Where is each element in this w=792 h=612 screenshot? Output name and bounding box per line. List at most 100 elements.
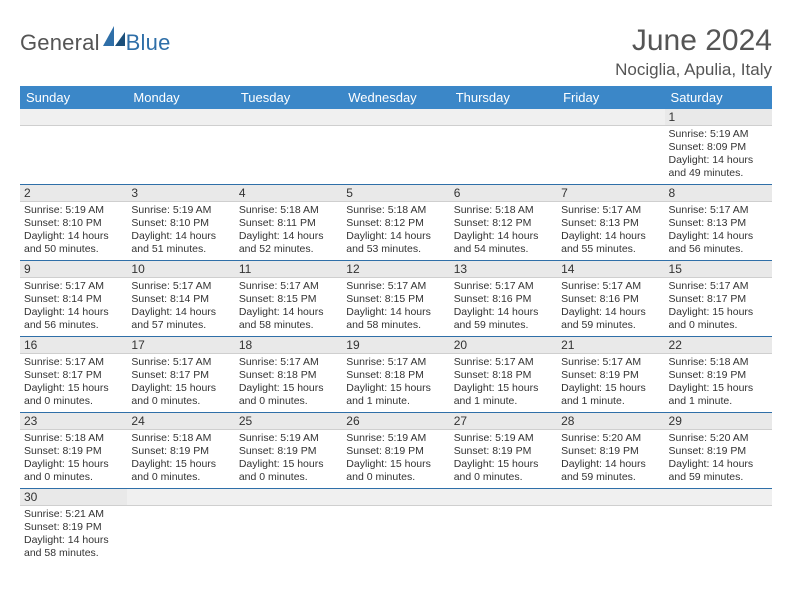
sunset-text: Sunset: 8:14 PM (131, 293, 230, 306)
daylight-text: Daylight: 15 hours and 1 minute. (346, 382, 445, 408)
calendar-cell: 22Sunrise: 5:18 AMSunset: 8:19 PMDayligh… (665, 337, 772, 413)
calendar-cell: 15Sunrise: 5:17 AMSunset: 8:17 PMDayligh… (665, 261, 772, 337)
sunrise-text: Sunrise: 5:18 AM (131, 432, 230, 445)
calendar-cell: 5Sunrise: 5:18 AMSunset: 8:12 PMDaylight… (342, 185, 449, 261)
day-number-empty (665, 489, 772, 506)
day-details: Sunrise: 5:18 AMSunset: 8:12 PMDaylight:… (342, 202, 449, 261)
sunrise-text: Sunrise: 5:17 AM (24, 280, 123, 293)
daylight-text: Daylight: 14 hours and 52 minutes. (239, 230, 338, 256)
daylight-text: Daylight: 14 hours and 58 minutes. (24, 534, 123, 560)
day-details: Sunrise: 5:19 AMSunset: 8:19 PMDaylight:… (342, 430, 449, 489)
empty-day (127, 506, 234, 565)
sunrise-text: Sunrise: 5:19 AM (454, 432, 553, 445)
sunset-text: Sunset: 8:16 PM (454, 293, 553, 306)
sunset-text: Sunset: 8:18 PM (346, 369, 445, 382)
weekday-header: Friday (557, 86, 664, 109)
sunset-text: Sunset: 8:17 PM (24, 369, 123, 382)
brand-part1: General (20, 30, 100, 56)
calendar-cell (557, 109, 664, 185)
day-number-empty (557, 109, 664, 126)
sunset-text: Sunset: 8:10 PM (131, 217, 230, 230)
sunset-text: Sunset: 8:14 PM (24, 293, 123, 306)
day-number: 16 (20, 337, 127, 354)
sunrise-text: Sunrise: 5:17 AM (561, 204, 660, 217)
day-details: Sunrise: 5:18 AMSunset: 8:12 PMDaylight:… (450, 202, 557, 261)
calendar-cell (450, 109, 557, 185)
daylight-text: Daylight: 15 hours and 0 minutes. (24, 458, 123, 484)
calendar-cell: 6Sunrise: 5:18 AMSunset: 8:12 PMDaylight… (450, 185, 557, 261)
day-number: 13 (450, 261, 557, 278)
calendar-cell: 3 Sunrise: 5:19 AMSunset: 8:10 PMDaylight… (127, 185, 234, 261)
sunset-text: Sunset: 8:18 PM (454, 369, 553, 382)
day-number: 24 (127, 413, 234, 430)
daylight-text: Daylight: 14 hours and 53 minutes. (346, 230, 445, 256)
sunset-text: Sunset: 8:12 PM (346, 217, 445, 230)
sunset-text: Sunset: 8:12 PM (454, 217, 553, 230)
calendar-cell (20, 109, 127, 185)
calendar-cell: 1Sunrise: 5:19 AMSunset: 8:09 PMDaylight… (665, 109, 772, 185)
day-number: 3 (127, 185, 234, 202)
day-details: Sunrise: 5:17 AMSunset: 8:13 PMDaylight:… (665, 202, 772, 261)
location-text: Nociglia, Apulia, Italy (615, 60, 772, 80)
empty-day (127, 126, 234, 185)
day-details: Sunrise: 5:17 AMSunset: 8:14 PMDaylight:… (127, 278, 234, 337)
day-number: 12 (342, 261, 449, 278)
day-details: Sunrise: 5:19 AMSunset: 8:19 PMDaylight:… (235, 430, 342, 489)
sunrise-text: Sunrise: 5:18 AM (24, 432, 123, 445)
day-details: Sunrise: 5:17 AMSunset: 8:17 PMDaylight:… (127, 354, 234, 413)
day-number: 2 (20, 185, 127, 202)
sunset-text: Sunset: 8:19 PM (561, 369, 660, 382)
day-details: Sunrise: 5:17 AMSunset: 8:18 PMDaylight:… (235, 354, 342, 413)
calendar-cell: 12Sunrise: 5:17 AMSunset: 8:15 PMDayligh… (342, 261, 449, 337)
sunrise-text: Sunrise: 5:17 AM (239, 356, 338, 369)
calendar-cell: 24Sunrise: 5:18 AMSunset: 8:19 PMDayligh… (127, 413, 234, 489)
sunset-text: Sunset: 8:15 PM (346, 293, 445, 306)
day-number: 10 (127, 261, 234, 278)
weekday-header: Monday (127, 86, 234, 109)
sunrise-text: Sunrise: 5:19 AM (346, 432, 445, 445)
daylight-text: Daylight: 14 hours and 58 minutes. (239, 306, 338, 332)
sunset-text: Sunset: 8:10 PM (24, 217, 123, 230)
sunrise-text: Sunrise: 5:20 AM (561, 432, 660, 445)
sunrise-text: Sunrise: 5:19 AM (669, 128, 768, 141)
daylight-text: Daylight: 15 hours and 0 minutes. (239, 458, 338, 484)
day-number: 18 (235, 337, 342, 354)
sunset-text: Sunset: 8:19 PM (561, 445, 660, 458)
sunrise-text: Sunrise: 5:19 AM (131, 204, 230, 217)
title-block: June 2024 Nociglia, Apulia, Italy (615, 24, 772, 80)
sunset-text: Sunset: 8:19 PM (454, 445, 553, 458)
calendar-cell (557, 489, 664, 565)
day-number: 4 (235, 185, 342, 202)
calendar-cell: 26Sunrise: 5:19 AMSunset: 8:19 PMDayligh… (342, 413, 449, 489)
empty-day (557, 126, 664, 185)
sunrise-text: Sunrise: 5:17 AM (561, 356, 660, 369)
day-number: 30 (20, 489, 127, 506)
sunset-text: Sunset: 8:19 PM (669, 445, 768, 458)
calendar-cell: 29Sunrise: 5:20 AMSunset: 8:19 PMDayligh… (665, 413, 772, 489)
sunrise-text: Sunrise: 5:18 AM (454, 204, 553, 217)
day-details: Sunrise: 5:19 AMSunset: 8:19 PMDaylight:… (450, 430, 557, 489)
daylight-text: Daylight: 14 hours and 54 minutes. (454, 230, 553, 256)
sail-icon (103, 26, 125, 46)
day-number: 15 (665, 261, 772, 278)
calendar-cell (127, 489, 234, 565)
calendar-cell: 19Sunrise: 5:17 AMSunset: 8:18 PMDayligh… (342, 337, 449, 413)
empty-day (342, 126, 449, 185)
day-number-empty (235, 489, 342, 506)
sunset-text: Sunset: 8:18 PM (239, 369, 338, 382)
daylight-text: Daylight: 15 hours and 0 minutes. (24, 382, 123, 408)
daylight-text: Daylight: 14 hours and 51 minutes. (131, 230, 230, 256)
calendar-week: 2Sunrise: 5:19 AMSunset: 8:10 PMDaylight… (20, 185, 772, 261)
daylight-text: Daylight: 14 hours and 59 minutes. (669, 458, 768, 484)
calendar-cell: 13Sunrise: 5:17 AMSunset: 8:16 PMDayligh… (450, 261, 557, 337)
sunset-text: Sunset: 8:09 PM (669, 141, 768, 154)
day-number: 1 (665, 109, 772, 126)
daylight-text: Daylight: 14 hours and 56 minutes. (24, 306, 123, 332)
daylight-text: Daylight: 15 hours and 1 minute. (561, 382, 660, 408)
day-number-empty (557, 489, 664, 506)
daylight-text: Daylight: 14 hours and 59 minutes. (561, 458, 660, 484)
daylight-text: Daylight: 15 hours and 0 minutes. (239, 382, 338, 408)
day-number: 27 (450, 413, 557, 430)
sunset-text: Sunset: 8:19 PM (239, 445, 338, 458)
sunrise-text: Sunrise: 5:19 AM (24, 204, 123, 217)
